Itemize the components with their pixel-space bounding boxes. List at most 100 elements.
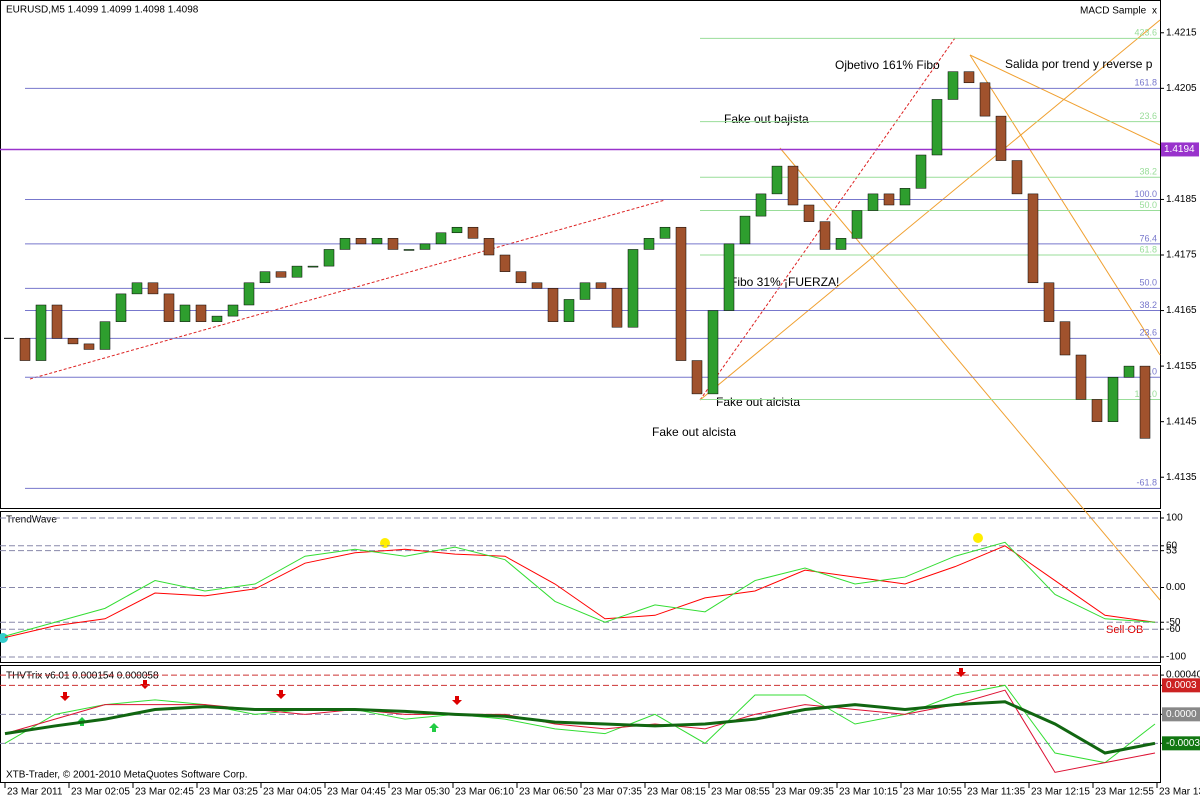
footer: XTB-Trader, © 2001-2010 MetaQuotes Softw… [6, 770, 248, 781]
candle [739, 215, 751, 245]
candle [547, 288, 559, 322]
candle [131, 282, 143, 295]
x-tick-label: 23 Mar 08:55 [711, 787, 770, 798]
candle [1123, 365, 1135, 378]
candle [531, 282, 543, 289]
fibo-label: 50.0 [1139, 278, 1157, 288]
candle [403, 249, 415, 251]
x-tick-label: 23 Mar 04:45 [327, 787, 386, 798]
fibo-label: 38.2 [1139, 167, 1157, 177]
indicator-line [4, 689, 1156, 773]
candle [1107, 376, 1119, 422]
candle [243, 282, 255, 306]
y-tick-label: 1.4205 [1166, 83, 1197, 94]
fibo-label: 50.0 [1139, 200, 1157, 210]
x-tick-label: 23 Mar 06:50 [519, 787, 578, 798]
x-tick-label: 23 Mar 02:45 [135, 787, 194, 798]
x-tick-label: 23 Mar 04:05 [263, 787, 322, 798]
y-tick-label: 1.4145 [1166, 416, 1197, 427]
candle [35, 304, 47, 361]
candle [1011, 160, 1023, 195]
candle [995, 115, 1007, 161]
fibo-label: 0.0 [1144, 367, 1157, 377]
candle [931, 99, 943, 156]
fibo-label: 76.4 [1139, 233, 1157, 243]
x-tick-label: 23 Mar 07:35 [583, 787, 642, 798]
fibo-label: 38.2 [1139, 300, 1157, 310]
candle [803, 204, 815, 222]
candle [691, 360, 703, 395]
candle [451, 226, 463, 234]
candle [195, 304, 207, 322]
candle [291, 265, 303, 278]
candle [339, 238, 351, 250]
candle [851, 210, 863, 239]
x-tick-label: 23 Mar 10:15 [839, 787, 898, 798]
indicator-title: TrendWave [6, 515, 57, 526]
y-tick-label: -60 [1166, 624, 1181, 635]
indicator-line [4, 684, 1156, 764]
candle [755, 193, 767, 217]
candle [771, 165, 783, 195]
y-tick-label: 0.000406 [1166, 670, 1200, 681]
candle [179, 304, 191, 322]
candle [4, 337, 14, 339]
fibo-label: 423.6 [1134, 28, 1157, 38]
candle [867, 193, 879, 211]
candle [1075, 354, 1087, 400]
indicator-line [4, 541, 1156, 637]
candle [643, 238, 655, 250]
x-tick-label: 23 Mar 13:3 [1159, 787, 1200, 798]
candle [979, 82, 991, 117]
annotation: Salida por trend y reverse p [1005, 57, 1153, 71]
candle [883, 193, 895, 206]
y-tick-label: 53 [1166, 545, 1178, 556]
x-tick-label: 23 Mar 06:10 [455, 787, 514, 798]
expert-close[interactable]: x [1152, 6, 1157, 17]
candle [19, 338, 31, 361]
candle [1027, 193, 1039, 284]
y-tick-label: 1.4135 [1166, 472, 1197, 483]
candle [963, 71, 975, 84]
current-price-label: 1.4194 [1164, 144, 1195, 155]
y-tick-label: 1.4175 [1166, 250, 1197, 261]
x-tick-label: 23 Mar 03:25 [199, 787, 258, 798]
candle [1091, 399, 1103, 422]
x-tick-label: 23 Mar 05:30 [391, 787, 450, 798]
candle [147, 282, 159, 295]
indicator-line [4, 545, 1156, 639]
candle [371, 238, 383, 245]
y-tick-box [1162, 678, 1200, 693]
candle [163, 293, 175, 322]
candle [499, 254, 511, 272]
y-tick-label: 0.00 [1166, 582, 1186, 593]
candle [1043, 282, 1055, 322]
candle [211, 315, 223, 322]
candle [947, 71, 959, 100]
candle [99, 321, 111, 350]
candle [915, 154, 927, 189]
y-tick-box [1162, 707, 1200, 722]
annotation: Fibo 31% ¡FUERZA! [730, 275, 839, 289]
y-tick-label: 100 [1166, 513, 1183, 524]
candle [563, 299, 575, 322]
candle [627, 249, 639, 328]
x-tick-label: 23 Mar 2011 [7, 787, 63, 798]
annotation: Fake out alcista [652, 425, 736, 439]
x-tick-label: 23 Mar 12:15 [1031, 787, 1090, 798]
current-price-box [1161, 142, 1199, 157]
y-tick-box [1162, 736, 1200, 751]
candle [323, 249, 335, 267]
indicator-annotation: Sell OB [1106, 624, 1143, 636]
symbol-info: EURUSD,M5 1.4099 1.4099 1.4098 1.4098 [6, 5, 199, 16]
candle [67, 338, 79, 345]
annotation: Ojbetivo 161% Fibo [835, 58, 940, 72]
candle [467, 226, 479, 239]
candle [51, 304, 63, 339]
fibo-label: 23.6 [1139, 111, 1157, 121]
candle [275, 271, 287, 278]
candle [707, 310, 719, 395]
candle [595, 282, 607, 289]
